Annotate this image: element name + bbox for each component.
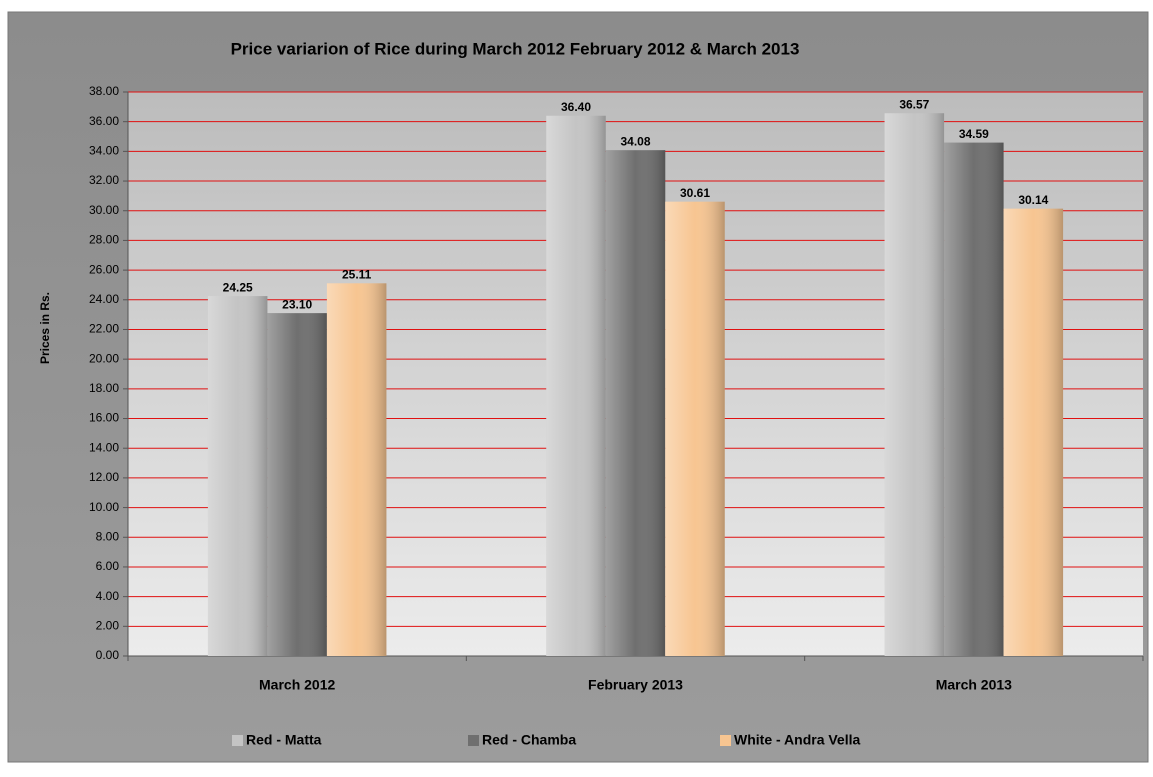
y-tick-label: 34.00: [89, 144, 119, 158]
y-tick-label: 18.00: [89, 381, 119, 395]
bar: [267, 313, 327, 656]
y-tick-label: 14.00: [89, 440, 119, 454]
y-tick-label: 4.00: [96, 589, 120, 603]
y-tick-label: 12.00: [89, 470, 119, 484]
y-tick-label: 6.00: [96, 559, 120, 573]
legend-label: Red - Chamba: [482, 732, 576, 748]
x-tick-label: February 2013: [588, 677, 683, 693]
bar: [207, 296, 268, 656]
y-axis-label: Prices in Rs.: [38, 292, 52, 364]
y-tick-label: 22.00: [89, 322, 119, 336]
bar: [665, 201, 725, 656]
y-tick-label: 24.00: [89, 292, 119, 306]
data-label: 30.61: [680, 186, 710, 200]
data-label: 24.25: [223, 280, 253, 294]
bar: [884, 113, 945, 656]
legend-swatch: [720, 735, 731, 746]
chart-title: Price variarion of Rice during March 201…: [231, 39, 800, 58]
data-label: 23.10: [282, 297, 312, 311]
data-label: 34.08: [620, 134, 650, 148]
data-label: 34.59: [959, 127, 989, 141]
y-tick-label: 0.00: [96, 648, 120, 662]
bar: [944, 142, 1004, 656]
data-label: 36.57: [899, 97, 929, 111]
legend-label: White - Andra Vella: [734, 732, 860, 748]
bar: [605, 150, 666, 657]
legend-swatch: [232, 735, 243, 746]
y-tick-label: 8.00: [96, 529, 120, 543]
x-tick-label: March 2012: [259, 677, 335, 693]
y-tick-label: 20.00: [89, 351, 119, 365]
data-label: 36.40: [561, 100, 591, 114]
x-tick-label: March 2013: [936, 677, 1012, 693]
bar: [326, 283, 387, 656]
y-tick-label: 26.00: [89, 262, 119, 276]
y-tick-label: 2.00: [96, 618, 120, 632]
y-tick-label: 30.00: [89, 203, 119, 217]
y-tick-label: 28.00: [89, 233, 119, 247]
y-tick-label: 38.00: [89, 84, 119, 98]
y-tick-label: 16.00: [89, 411, 119, 425]
legend-swatch: [468, 735, 479, 746]
data-label: 30.14: [1018, 193, 1048, 207]
data-label: 25.11: [342, 267, 372, 281]
bar: [1003, 208, 1064, 657]
y-tick-label: 32.00: [89, 173, 119, 187]
y-tick-label: 36.00: [89, 114, 119, 128]
y-tick-label: 10.00: [89, 500, 119, 514]
bar: [546, 115, 606, 656]
legend-label: Red - Matta: [246, 732, 322, 748]
